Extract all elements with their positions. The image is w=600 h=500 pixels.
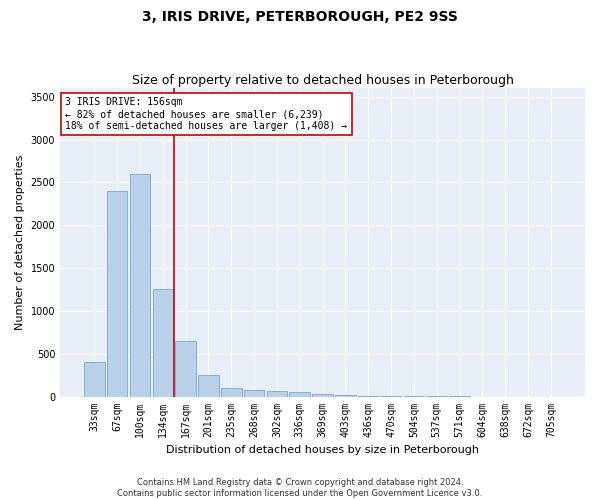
- Bar: [130, 174, 150, 396]
- Y-axis label: Number of detached properties: Number of detached properties: [15, 154, 25, 330]
- Bar: [107, 191, 127, 396]
- Bar: [221, 388, 242, 396]
- Bar: [175, 341, 196, 396]
- Bar: [313, 394, 333, 396]
- Title: Size of property relative to detached houses in Peterborough: Size of property relative to detached ho…: [131, 74, 514, 87]
- Bar: [289, 392, 310, 396]
- Text: 3 IRIS DRIVE: 156sqm
← 82% of detached houses are smaller (6,239)
18% of semi-de: 3 IRIS DRIVE: 156sqm ← 82% of detached h…: [65, 98, 347, 130]
- Bar: [244, 390, 265, 396]
- Bar: [152, 290, 173, 397]
- Text: 3, IRIS DRIVE, PETERBOROUGH, PE2 9SS: 3, IRIS DRIVE, PETERBOROUGH, PE2 9SS: [142, 10, 458, 24]
- Text: Contains HM Land Registry data © Crown copyright and database right 2024.
Contai: Contains HM Land Registry data © Crown c…: [118, 478, 482, 498]
- X-axis label: Distribution of detached houses by size in Peterborough: Distribution of detached houses by size …: [166, 445, 479, 455]
- Bar: [198, 375, 219, 396]
- Bar: [266, 392, 287, 396]
- Bar: [84, 362, 104, 396]
